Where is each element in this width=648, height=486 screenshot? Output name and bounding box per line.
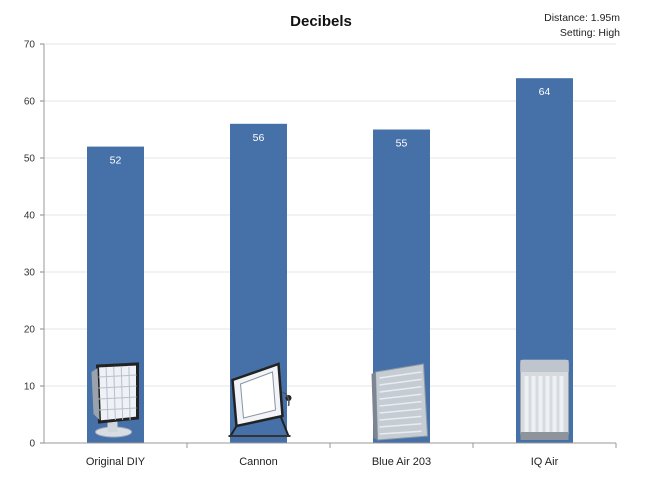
- x-tick-label: IQ Air: [531, 456, 559, 468]
- setting-annotation: Setting: High: [560, 27, 620, 39]
- distance-annotation: Distance: 1.95m: [544, 12, 620, 24]
- chart-title: Decibels: [290, 13, 352, 30]
- iqair-purifier-image: [520, 359, 569, 440]
- bar-value-label: 56: [253, 132, 265, 144]
- y-tick-label: 60: [24, 97, 36, 108]
- x-tick-label: Original DIY: [86, 456, 146, 468]
- y-tick-label: 40: [24, 211, 36, 222]
- product-images: [91, 359, 569, 441]
- y-axis: 0 10 20 30 40 50 60 70: [24, 40, 45, 450]
- bar-value-label: 64: [539, 86, 551, 98]
- bars: 52 56 55 64: [87, 78, 573, 444]
- bar-value-label: 55: [396, 138, 408, 150]
- y-tick-label: 30: [24, 268, 36, 279]
- x-tick-label: Cannon: [239, 456, 278, 468]
- y-tick-label: 0: [29, 439, 35, 450]
- framed-filter-purifier-image: [91, 362, 139, 438]
- y-tick-label: 70: [24, 40, 36, 51]
- y-tick-label: 50: [24, 154, 36, 165]
- y-tick-label: 20: [24, 325, 36, 336]
- x-tick-label: Blue Air 203: [372, 456, 431, 468]
- bar-value-label: 52: [110, 155, 122, 167]
- x-axis: Original DIY Cannon Blue Air 203 IQ Air: [44, 442, 617, 468]
- y-tick-label: 10: [24, 382, 36, 393]
- blueair-purifier-image: [371, 363, 429, 441]
- box-fan-filter-purifier-image: [228, 362, 292, 437]
